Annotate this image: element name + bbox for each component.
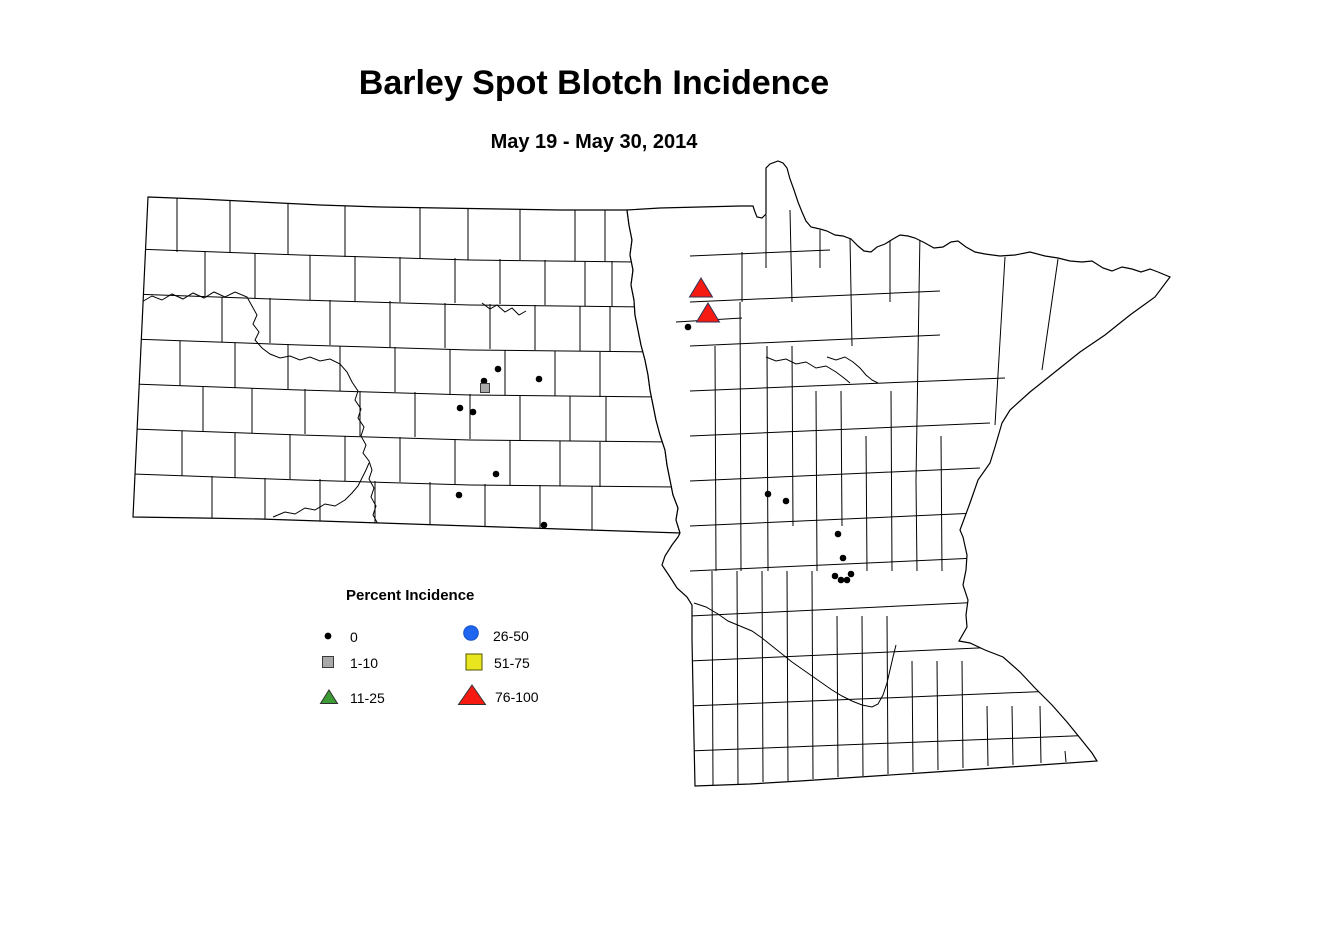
map-marker-0 [847,570,855,578]
map-marker-0 [535,375,543,383]
map-marker-0 [492,470,500,478]
map-marker-0 [684,323,692,331]
map-marker-0 [540,521,548,529]
map-marker-0 [839,554,847,562]
map-markers [455,277,855,584]
map-marker-0 [834,530,842,538]
map-marker-1-10 [480,383,490,393]
nd-county-boundaries [133,197,679,533]
map-marker-0 [837,576,845,584]
figure-title: Barley Spot Blotch Incidence [358,64,830,102]
map-marker-0 [456,404,464,412]
map-marker-76-100 [688,277,714,298]
map-marker-0 [764,490,772,498]
map-marker-0 [480,377,488,385]
figure-subtitle: May 19 - May 30, 2014 [490,131,698,153]
map-marker-0 [782,497,790,505]
map-marker-76-100 [695,302,721,323]
map-marker-0 [831,572,839,580]
map-marker-0 [469,408,477,416]
mn-county-boundaries [675,209,1099,786]
map-marker-0 [455,491,463,499]
north-dakota-outline [132,196,681,534]
map-marker-0 [843,576,851,584]
map-marker-0 [494,365,502,373]
